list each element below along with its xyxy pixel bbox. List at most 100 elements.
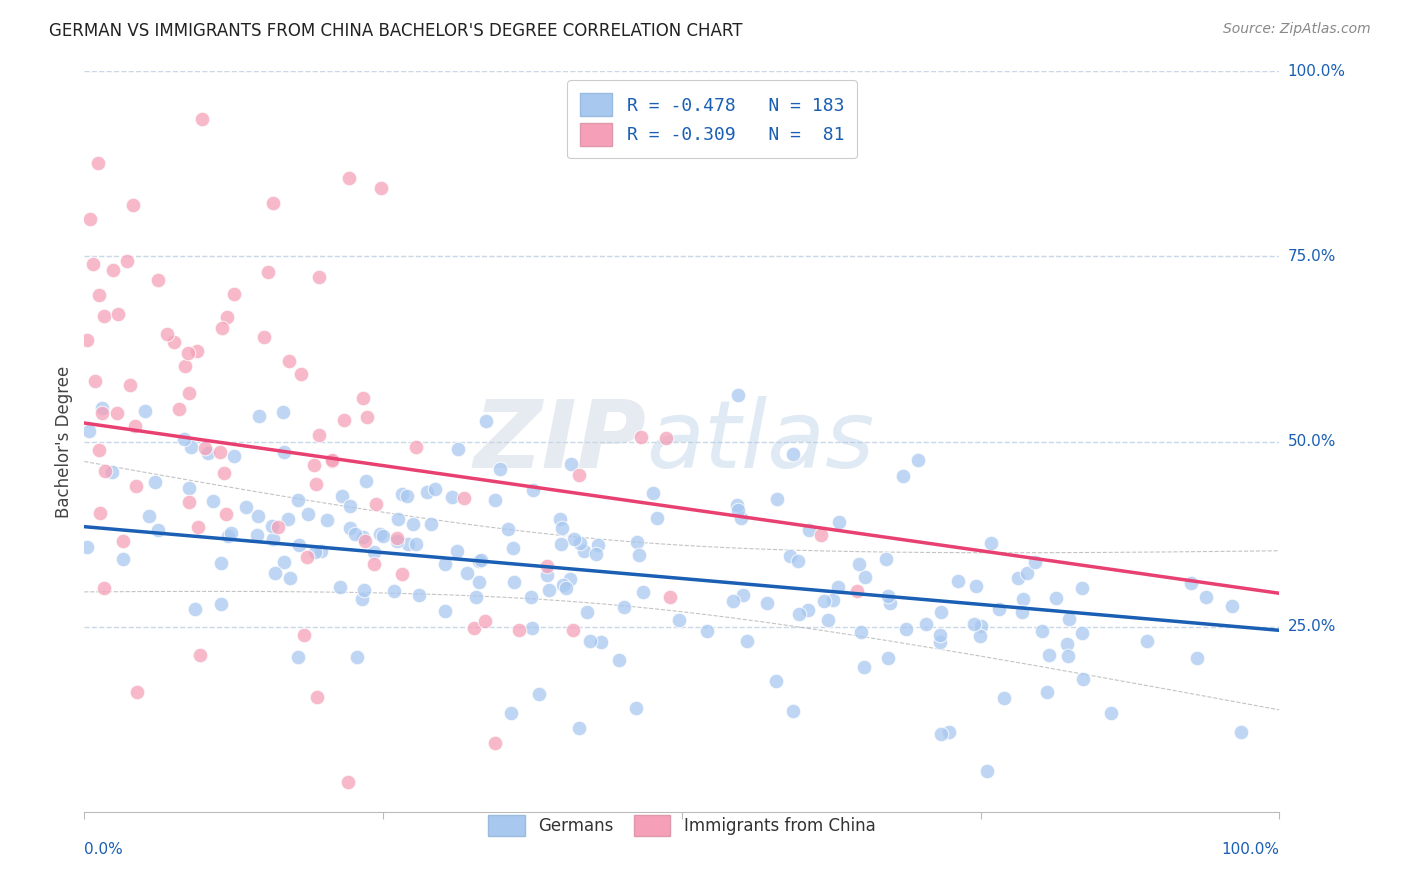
Point [247,409,270,424]
Point [356,410,378,425]
Point [579,633,602,648]
Point [363,545,385,559]
Point [297,549,319,564]
Point [1024,555,1046,569]
Point [333,413,356,427]
Point [876,651,898,665]
Point [364,497,387,511]
Point [489,461,512,475]
Point [548,511,571,525]
Point [520,621,543,635]
Point [267,520,290,534]
Point [853,570,876,584]
Point [91,406,114,420]
Point [1071,581,1094,595]
Point [787,607,810,621]
Point [76,333,98,347]
Point [1045,591,1067,605]
Point [308,428,330,442]
Point [645,510,668,524]
Y-axis label: Bachelor's Degree: Bachelor's Degree [55,366,73,517]
Point [107,406,129,420]
Point [1220,599,1243,614]
Point [464,590,486,604]
Point [167,401,190,416]
Point [337,170,360,185]
Point [931,605,953,619]
Point [827,580,849,594]
Text: 75.0%: 75.0% [1288,249,1336,264]
Point [84,375,107,389]
Text: ZIP: ZIP [474,395,647,488]
Point [177,495,200,509]
Point [727,503,749,517]
Point [963,616,986,631]
Point [311,544,333,558]
Point [217,529,239,543]
Point [938,724,960,739]
Point [127,684,149,698]
Point [721,594,744,608]
Point [107,307,129,321]
Point [305,690,328,704]
Text: 25.0%: 25.0% [1288,619,1336,634]
Point [797,603,820,617]
Point [138,509,160,524]
Text: 100.0%: 100.0% [1288,64,1346,78]
Point [89,288,111,302]
Point [416,484,439,499]
Point [568,721,591,735]
Point [387,512,409,526]
Point [211,321,233,335]
Point [607,653,630,667]
Point [779,549,801,564]
Point [76,540,98,554]
Point [484,493,506,508]
Point [520,590,543,604]
Point [1011,606,1033,620]
Point [257,265,280,279]
Point [782,704,804,718]
Point [262,532,284,546]
Point [387,531,409,545]
Point [146,273,169,287]
Point [810,528,832,542]
Point [585,547,607,561]
Point [463,621,485,635]
Point [522,483,544,497]
Point [475,414,498,428]
Point [264,566,287,580]
Point [537,583,560,598]
Point [1195,590,1218,604]
Point [336,774,359,789]
Point [93,581,115,595]
Point [177,346,200,360]
Point [391,566,413,581]
Point [1099,706,1122,720]
Point [502,541,524,556]
Point [733,588,755,602]
Point [304,545,326,559]
Point [215,507,238,521]
Point [560,457,582,471]
Point [370,180,392,194]
Point [440,490,463,504]
Point [143,475,166,489]
Point [630,430,652,444]
Point [668,613,690,627]
Point [1038,648,1060,663]
Point [350,592,373,607]
Point [845,584,868,599]
Point [797,523,820,537]
Point [353,391,375,405]
Point [188,648,211,662]
Point [391,487,413,501]
Point [468,554,491,568]
Point [194,441,217,455]
Point [879,595,901,609]
Point [179,481,201,495]
Point [501,706,523,721]
Point [156,326,179,341]
Point [891,468,914,483]
Point [330,489,353,503]
